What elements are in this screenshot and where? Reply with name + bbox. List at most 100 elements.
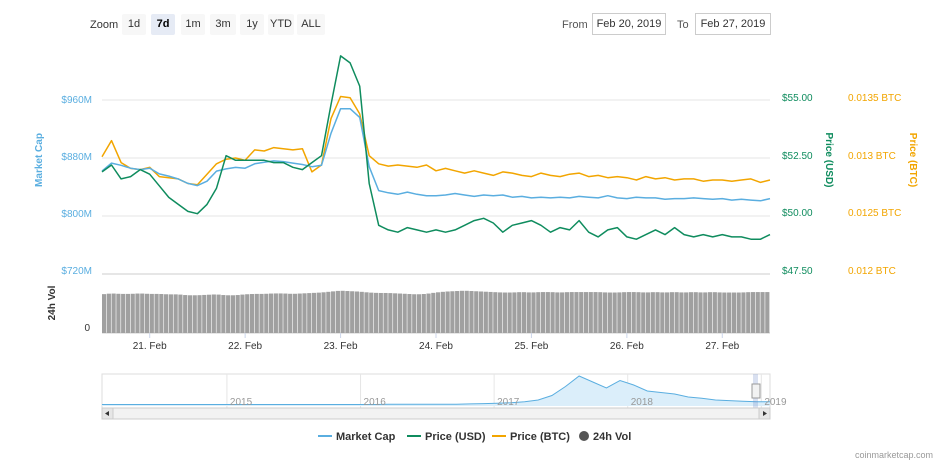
x-tick-label: 27. Feb bbox=[705, 341, 739, 352]
volume-bar bbox=[641, 292, 646, 333]
volume-bar bbox=[402, 293, 407, 333]
usd-axis-title: Price (USD) bbox=[823, 132, 834, 187]
zoom-all-button[interactable]: ALL bbox=[297, 14, 325, 35]
legend-label: Price (USD) bbox=[425, 431, 486, 443]
volume-bar bbox=[650, 292, 655, 333]
usd-tick-label: $52.50 bbox=[782, 151, 813, 162]
navigator[interactable]: 2015 2016 2017 2018 2019 bbox=[101, 373, 787, 409]
volume-bar bbox=[569, 292, 574, 333]
credits-link[interactable]: coinmarketcap.com bbox=[855, 450, 933, 460]
navigator-year-label: 2016 bbox=[364, 397, 387, 408]
legend-label: Price (BTC) bbox=[510, 431, 570, 443]
legend-label: 24h Vol bbox=[593, 431, 631, 443]
volume-bar bbox=[297, 293, 302, 333]
volume-bar bbox=[183, 295, 188, 333]
zoom-1d-button[interactable]: 1d bbox=[122, 14, 146, 35]
volume-bar bbox=[545, 292, 550, 333]
series-lines bbox=[101, 55, 771, 240]
volume-bar bbox=[254, 293, 259, 333]
volume-bar bbox=[264, 293, 269, 333]
volume-bar bbox=[130, 293, 135, 333]
volume-bar bbox=[206, 294, 212, 333]
volume-bars bbox=[102, 290, 770, 333]
volume-bar bbox=[703, 292, 708, 333]
volume-bar bbox=[421, 294, 426, 333]
volume-bar bbox=[350, 291, 355, 333]
mcap-tick-label: $880M bbox=[61, 152, 92, 163]
volume-bar bbox=[259, 293, 264, 333]
zoom-ytd-button[interactable]: YTD bbox=[268, 14, 294, 35]
volume-bar bbox=[364, 292, 369, 333]
volume-bar bbox=[741, 292, 746, 333]
to-date-input[interactable]: Feb 27, 2019 bbox=[695, 13, 771, 35]
mcap-axis-title: Market Cap bbox=[34, 133, 45, 187]
zoom-3m-button[interactable]: 3m bbox=[210, 14, 236, 35]
legend-label: Market Cap bbox=[336, 431, 396, 443]
volume-bar bbox=[221, 295, 226, 333]
volume-bar bbox=[178, 294, 183, 333]
volume-bar bbox=[135, 293, 140, 333]
x-tick-label: 25. Feb bbox=[514, 341, 548, 352]
zoom-1m-button[interactable]: 1m bbox=[181, 14, 205, 35]
volume-bar bbox=[512, 292, 517, 333]
volume-axis-title: 24h Vol bbox=[47, 285, 58, 320]
legend-item-price-btc[interactable]: Price (BTC) bbox=[492, 431, 570, 443]
volume-bar bbox=[307, 293, 312, 333]
volume-bar bbox=[154, 293, 159, 333]
volume-bar bbox=[755, 292, 760, 333]
volume-bar bbox=[249, 294, 255, 333]
volume-bar bbox=[560, 292, 565, 333]
navigator-year-label: 2019 bbox=[764, 397, 787, 408]
navigator-handle[interactable] bbox=[751, 383, 761, 399]
navigator-year-label: 2015 bbox=[230, 397, 253, 408]
volume-bar bbox=[125, 293, 131, 333]
from-date-input[interactable]: Feb 20, 2019 bbox=[592, 13, 666, 35]
mcap-tick-label: $960M bbox=[61, 95, 92, 106]
volume-bar bbox=[164, 294, 169, 333]
volume-bar bbox=[111, 293, 116, 333]
volume-bar bbox=[474, 291, 479, 333]
volume-bar bbox=[393, 293, 398, 333]
volume-bar bbox=[521, 292, 527, 333]
volume-bar bbox=[679, 292, 684, 333]
volume-bar bbox=[478, 291, 484, 333]
volume-bar bbox=[483, 291, 488, 333]
x-tick-label: 21. Feb bbox=[133, 341, 167, 352]
btc-tick-label: 0.0125 BTC bbox=[848, 208, 901, 219]
legend-item-market-cap[interactable]: Market Cap bbox=[318, 431, 396, 443]
volume-bar bbox=[407, 294, 412, 333]
x-tick-label: 26. Feb bbox=[610, 341, 644, 352]
navigator-year-label: 2017 bbox=[497, 397, 520, 408]
volume-bar bbox=[440, 291, 445, 333]
volume-bar bbox=[698, 292, 703, 333]
price-usd-line bbox=[101, 55, 771, 240]
legend-item-price-usd[interactable]: Price (USD) bbox=[407, 431, 486, 443]
volume-bar bbox=[464, 290, 469, 333]
volume-bar bbox=[588, 292, 593, 333]
volume-bar bbox=[688, 292, 694, 333]
volume-bar bbox=[507, 292, 512, 333]
usd-tick-label: $55.00 bbox=[782, 93, 813, 104]
legend-item-24h-vol[interactable]: 24h Vol bbox=[579, 431, 631, 443]
volume-bar bbox=[693, 292, 698, 333]
volume-bar bbox=[187, 295, 193, 333]
volume-bar bbox=[593, 292, 598, 333]
volume-bar bbox=[746, 292, 751, 333]
range-toolbar: Zoom 1d 7d 1m 3m 1y YTD ALL From Feb 20,… bbox=[0, 0, 951, 50]
volume-bar bbox=[707, 292, 713, 333]
volume-bar bbox=[712, 292, 717, 333]
zoom-7d-button[interactable]: 7d bbox=[151, 14, 175, 35]
usd-tick-label: $47.50 bbox=[782, 266, 813, 277]
mcap-tick-label: $800M bbox=[61, 209, 92, 220]
volume-bar bbox=[717, 292, 722, 333]
volume-bar bbox=[669, 292, 674, 333]
market-cap-line bbox=[101, 107, 771, 202]
navigator-scrollbar[interactable] bbox=[101, 407, 771, 420]
volume-bar bbox=[230, 295, 235, 333]
volume-bar bbox=[727, 292, 732, 333]
x-tick-label: 22. Feb bbox=[228, 341, 262, 352]
volume-bar bbox=[488, 291, 493, 333]
volume-bar bbox=[192, 295, 197, 333]
volume-bar bbox=[674, 292, 679, 333]
zoom-1y-button[interactable]: 1y bbox=[240, 14, 264, 35]
